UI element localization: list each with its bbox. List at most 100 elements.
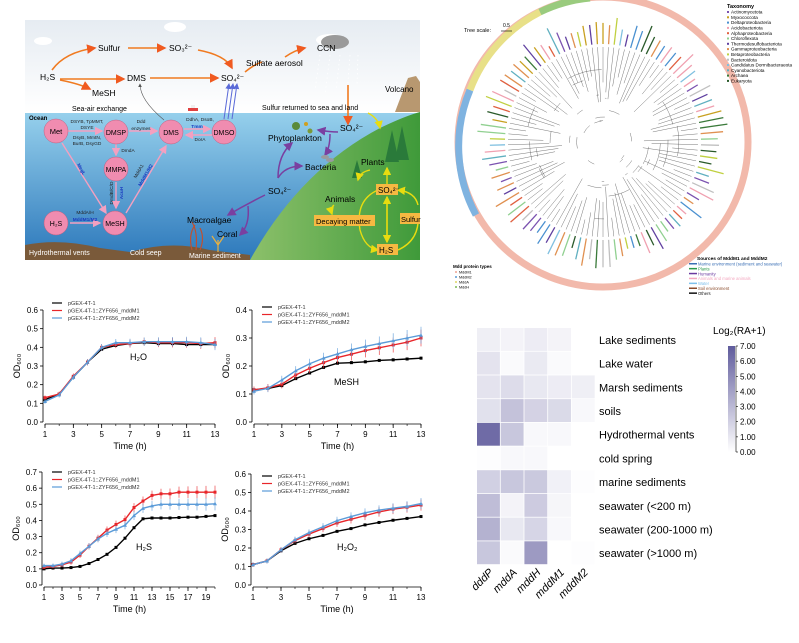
- leaf-label-mark: [484, 149, 506, 153]
- tree-branch: [576, 50, 589, 92]
- data-point: [168, 492, 172, 496]
- label-animals: Animals: [325, 194, 355, 204]
- tree-branch: [521, 92, 536, 102]
- label-plants: Plants: [361, 157, 385, 167]
- ship-icon: [188, 105, 198, 111]
- leaf-label-mark: [545, 227, 556, 244]
- source-item: Water: [698, 281, 710, 286]
- series-line: [44, 503, 216, 567]
- heatmap-cell: [524, 470, 548, 494]
- colorbar-tick-label: 0.00: [740, 448, 756, 457]
- tree-branch: [680, 128, 698, 131]
- land-hill: [250, 112, 420, 260]
- heatmap-cell: [524, 541, 548, 565]
- leaf-label-mark: [595, 239, 599, 269]
- tree-branch: [508, 145, 563, 151]
- sources-legend-title: Sources of MddM1 and MddM2: [697, 256, 768, 262]
- series-3: pGEX-4T-1::ZYF656_mddM2: [251, 489, 423, 567]
- data-point: [377, 520, 381, 524]
- data-point: [132, 506, 136, 510]
- data-point: [177, 516, 181, 520]
- leaf-label-mark: [672, 53, 694, 75]
- tree-branch: [512, 112, 555, 127]
- heatmap-cell: [500, 446, 524, 470]
- data-point: [419, 515, 423, 519]
- tree-branch: [633, 75, 672, 113]
- tree-branch: [607, 47, 615, 100]
- tree-branch: [560, 193, 578, 228]
- legend-label: pGEX-4T-1::ZYF656_mddM1: [278, 313, 350, 319]
- leaf-label-mark: [519, 60, 534, 75]
- data-point: [123, 518, 127, 522]
- x-axis-label: Time (h): [113, 604, 146, 614]
- row-label: Hydrothermal vents: [599, 430, 695, 442]
- tree-branch: [518, 97, 548, 113]
- tree-internal-branch: [583, 125, 590, 134]
- enzyme-tmm: Tmm: [191, 124, 202, 130]
- leaf-label-mark: [536, 220, 546, 234]
- type-swatch: [455, 271, 457, 273]
- data-point: [99, 345, 104, 349]
- tree-branch: [642, 147, 698, 156]
- source-item: Plants: [698, 266, 710, 271]
- y-tick-label: 0.0: [27, 418, 39, 427]
- tree-branch: [565, 206, 576, 230]
- leaf-label-mark: [504, 74, 523, 88]
- legend-label: pGEX-4T-1::ZYF656_mddM2: [278, 489, 350, 495]
- tree-internal-branch: [608, 110, 620, 115]
- tree-branch: [516, 162, 558, 182]
- x-tick-label: 7: [335, 430, 340, 439]
- tree-branch: [619, 54, 641, 104]
- tree-branch: [652, 122, 697, 133]
- data-point: [87, 544, 91, 548]
- series-3: pGEX-4T-1::ZYF656_mddM2: [252, 320, 423, 395]
- tree-branch: [622, 56, 646, 102]
- data-point: [69, 558, 73, 563]
- heatmap-cell: [500, 493, 524, 517]
- heatmap-cell: [524, 446, 548, 470]
- heatmap-cell: [477, 446, 500, 470]
- series-line: [252, 504, 422, 566]
- heatmap-cell: [548, 375, 571, 399]
- taxonomy-title: Taxonomy: [727, 4, 755, 10]
- heatmap-cell: [500, 541, 524, 565]
- row-label: Marsh sediments: [599, 382, 683, 394]
- tree-branch: [612, 198, 620, 236]
- heatmap-cell: [524, 422, 548, 446]
- leaf-label-mark: [607, 239, 611, 268]
- tree-branch: [674, 102, 690, 110]
- leaf-label-mark: [680, 201, 702, 219]
- data-point: [419, 333, 423, 337]
- data-point: [78, 551, 82, 556]
- y-tick-label: 0.0: [26, 581, 38, 590]
- x-axis-label: Time (h): [321, 441, 354, 451]
- rain-drops: [314, 54, 359, 96]
- tree-branch: [605, 186, 609, 237]
- data-point: [251, 562, 255, 567]
- leaf-label-mark: [645, 229, 655, 246]
- row-label: soils: [599, 406, 622, 418]
- x-tick-label: 13: [148, 593, 157, 602]
- x-tick-label: 17: [184, 593, 193, 602]
- tree-internal-branch: [662, 101, 674, 125]
- heatmap-cell: [500, 422, 524, 446]
- leaf-label-mark: [588, 24, 593, 45]
- data-point: [141, 506, 145, 510]
- leaf-label-mark: [554, 232, 566, 256]
- data-point: [321, 356, 326, 360]
- leaf-label-mark: [691, 93, 708, 102]
- x-tick-label: 13: [211, 430, 220, 439]
- leaf-label-mark: [575, 237, 582, 260]
- data-point: [213, 342, 217, 347]
- taxonomy-swatch: [727, 21, 729, 24]
- leaf-label-mark: [689, 84, 711, 97]
- tree-branch: [508, 148, 559, 156]
- source-item: Marine environment (sediment and seawate…: [698, 262, 783, 267]
- label-dms-air: DMS: [127, 73, 146, 83]
- legend-label: pGEX-4T-1: [278, 474, 306, 480]
- leaf-label-mark: [485, 95, 512, 108]
- data-point: [123, 523, 127, 527]
- leaf-label-mark: [477, 130, 506, 135]
- data-point: [159, 516, 163, 520]
